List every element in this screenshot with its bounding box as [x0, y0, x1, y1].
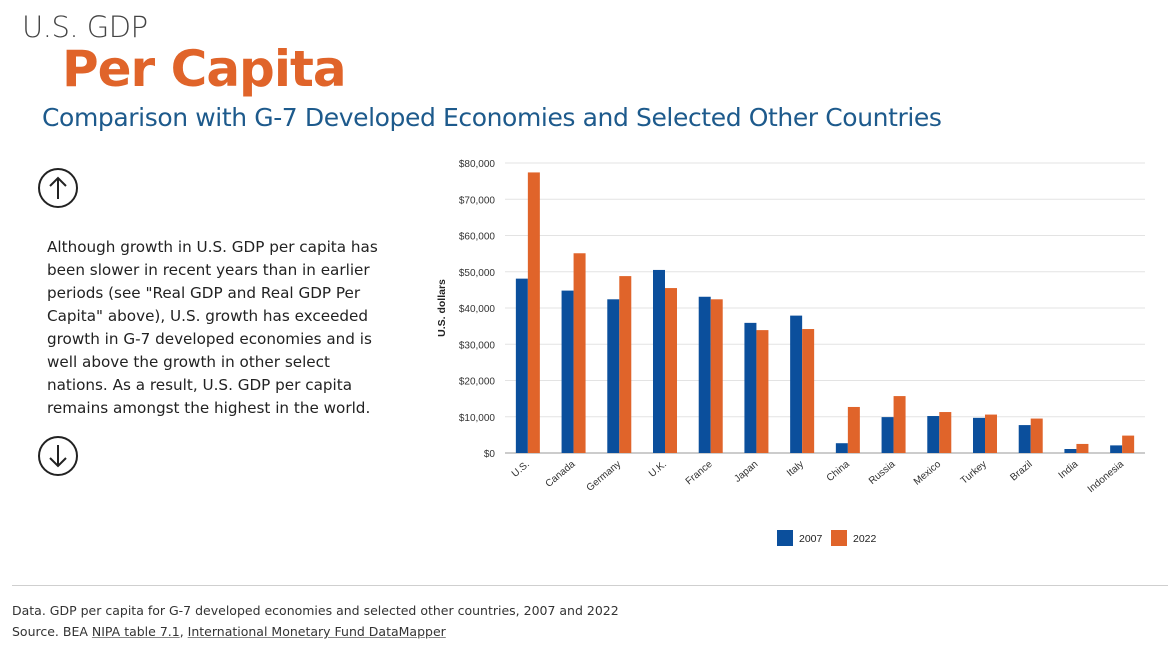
footer-source: Source. BEA NIPA table 7.1, Internationa…: [12, 624, 446, 639]
bar-2007-mexico: [927, 416, 940, 453]
legend-swatch-2007: [777, 530, 793, 546]
gdp-per-capita-bar-chart: $0 $10,000 $20,000 $30,000 $40,000 $50,000 $60…: [436, 159, 1145, 546]
bar-2007-china: [835, 443, 848, 453]
imf-datamapper-link[interactable]: International Monetary Fund DataMapper: [187, 624, 446, 639]
bar-2022-us: [527, 172, 540, 454]
bar-2007-italy: [790, 315, 803, 453]
x-tick-label: India: [1057, 459, 1081, 482]
page-subtitle: Comparison with G-7 Developed Economies …: [42, 103, 942, 132]
bar-2007-indonesia: [1110, 445, 1123, 453]
bar-2007-france: [698, 296, 711, 453]
page-kicker: U.S. GDP: [22, 10, 148, 44]
bar-2007-canada: [561, 290, 574, 453]
x-tick-label: U.K.: [647, 459, 669, 480]
y-tick-label: $10,000: [459, 413, 496, 424]
y-tick-label: $70,000: [459, 195, 496, 206]
bar-2022-mexico: [939, 412, 952, 453]
y-tick-label: $50,000: [459, 268, 496, 279]
y-tick-label: $80,000: [459, 159, 496, 170]
bar-2007-germany: [607, 299, 620, 453]
scroll-down-button[interactable]: [38, 436, 78, 476]
bar-2022-japan: [756, 330, 769, 453]
bar-2007-japan: [744, 322, 757, 453]
x-tick-label: Russia: [867, 459, 898, 487]
arrow-down-icon: [49, 445, 67, 468]
legend-swatch-2022: [831, 530, 847, 546]
y-tick-label: $30,000: [459, 340, 496, 351]
description-text: Although growth in U.S. GDP per capita h…: [47, 238, 378, 417]
x-tick-label: France: [684, 459, 715, 488]
y-tick-label: $60,000: [459, 232, 496, 243]
bar-2022-uk: [665, 288, 677, 453]
bar-2007-turkey: [973, 417, 985, 453]
x-tick-label: Japan: [732, 459, 760, 485]
bar-2022-russia: [893, 396, 906, 453]
bar-2007-uk: [653, 269, 665, 453]
bar-2007-brazil: [1018, 425, 1031, 453]
bar-2022-indonesia: [1122, 435, 1135, 453]
footer-source-prefix: Source. BEA: [12, 624, 92, 639]
x-tick-label: Turkey: [959, 459, 989, 487]
x-tick-label: Brazil: [1008, 459, 1034, 484]
y-tick-label: $0: [484, 449, 496, 460]
bar-2022-germany: [619, 276, 632, 453]
bar-2022-italy: [802, 329, 815, 453]
bar-2022-france: [710, 299, 723, 453]
bar-2022-turkey: [985, 414, 997, 453]
footer-data-note: Data. GDP per capita for G-7 developed e…: [12, 603, 619, 618]
page-title: Per Capita: [62, 40, 347, 98]
footer-divider: [12, 585, 1168, 586]
legend-label-2007: 2007: [799, 533, 823, 545]
x-tick-label: Italy: [785, 459, 806, 479]
bar-2022-canada: [573, 253, 586, 453]
y-axis-label: U.S. dollars: [436, 279, 448, 337]
x-tick-label: Indonesia: [1086, 459, 1127, 496]
bar-2022-india: [1076, 443, 1089, 453]
y-tick-label: $40,000: [459, 304, 496, 315]
bar-2022-china: [847, 406, 860, 453]
bar-2022-brazil: [1030, 418, 1043, 453]
footer-source-separator: ,: [179, 624, 188, 639]
bar-2007-india: [1064, 449, 1077, 453]
x-tick-label: Mexico: [912, 459, 944, 488]
nipa-table-link[interactable]: NIPA table 7.1: [91, 624, 180, 639]
x-tick-label: China: [825, 459, 852, 485]
x-tick-label: Germany: [585, 459, 624, 494]
x-tick-label: Canada: [544, 459, 578, 490]
bar-2007-russia: [881, 417, 894, 453]
legend-label-2022: 2022: [853, 533, 877, 545]
bar-2007-us: [515, 278, 528, 453]
y-tick-label: $20,000: [459, 377, 496, 388]
x-tick-label: U.S.: [510, 459, 532, 480]
scroll-up-button[interactable]: [38, 168, 78, 208]
arrow-up-icon: [49, 176, 67, 199]
